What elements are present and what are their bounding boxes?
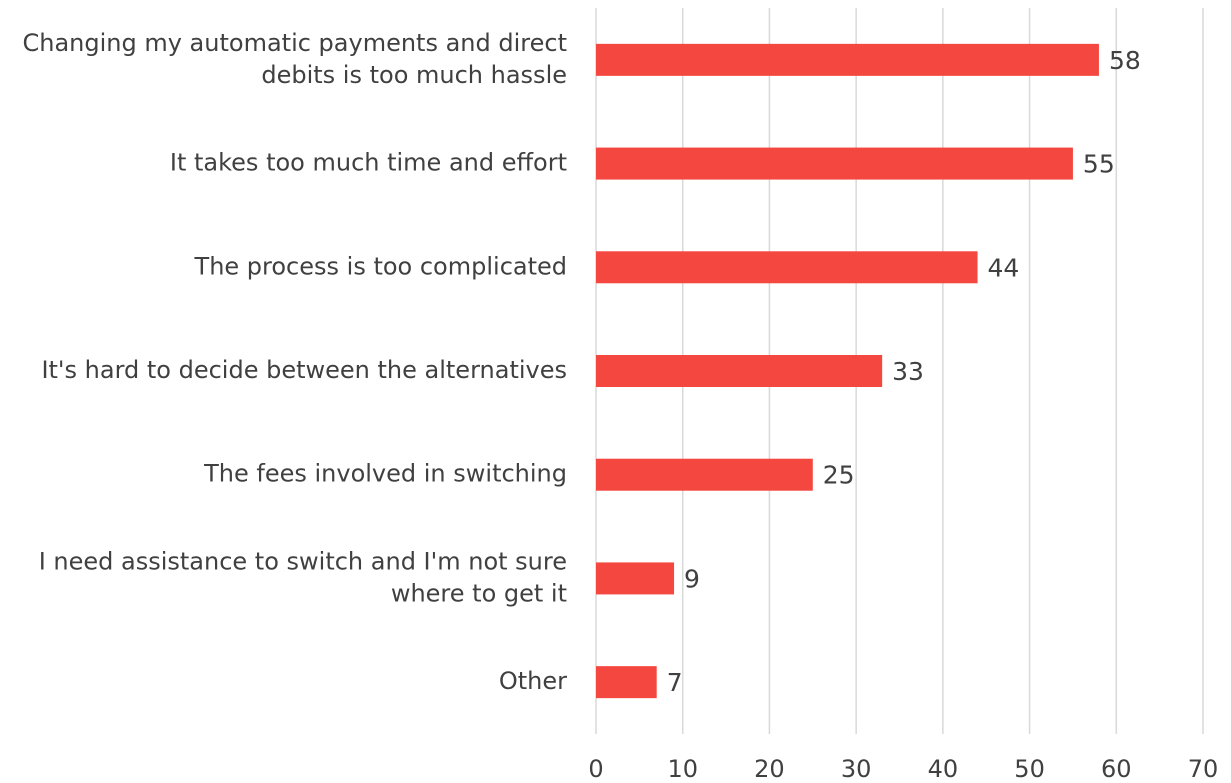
category-label: It takes too much time and effort [170,149,567,177]
bar [596,43,1099,76]
bar [596,147,1073,180]
x-tick-label: 60 [1101,755,1132,783]
value-label: 55 [1083,150,1115,179]
x-tick-label: 70 [1188,755,1219,783]
category-label: It's hard to decide between the alternat… [41,356,567,384]
value-label: 58 [1109,46,1141,75]
bar [596,355,883,387]
x-tick-label: 30 [841,755,872,783]
x-tick-label: 20 [754,755,785,783]
bar [596,251,978,284]
bar [596,666,657,699]
bar [596,458,813,491]
category-label: The fees involved in switching [203,460,567,488]
value-label: 33 [892,357,924,386]
value-label: 9 [684,564,700,593]
category-label: Other [499,667,567,695]
category-label: Changing my automatic payments and direc… [22,29,567,89]
bar [596,562,675,595]
value-label: 7 [667,668,683,697]
value-label: 44 [988,253,1020,282]
x-tick-label: 10 [667,755,698,783]
value-label: 25 [823,461,855,490]
x-tick-label: 40 [928,755,959,783]
x-tick-label: 50 [1014,755,1045,783]
category-label: I need assistance to switch and I'm not … [39,547,567,607]
x-tick-label: 0 [588,755,603,783]
category-label: The process is too complicated [194,252,567,280]
